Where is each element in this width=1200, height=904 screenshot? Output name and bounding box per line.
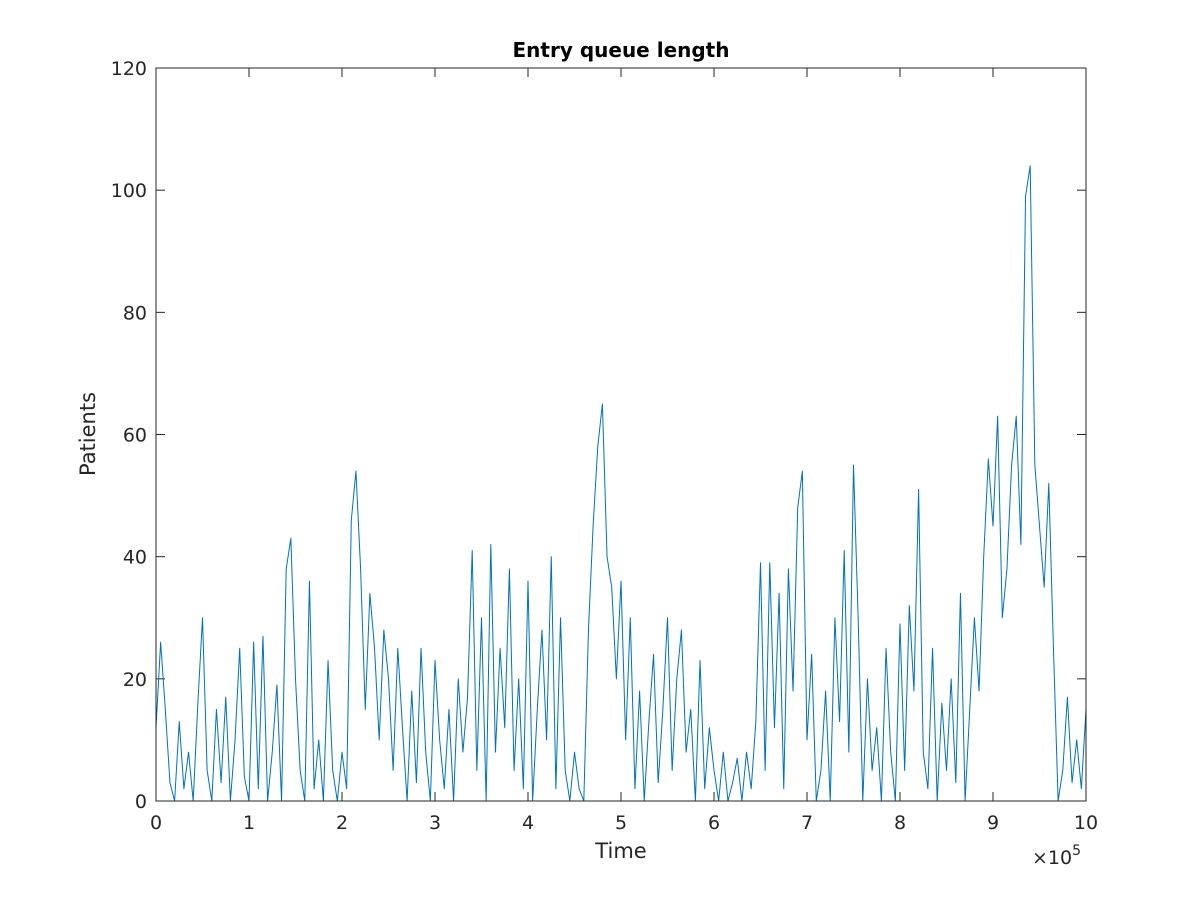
y-tick-label: 60	[123, 425, 147, 447]
x-multiplier-base: ×10	[1032, 847, 1072, 869]
x-tick-label: 5	[615, 812, 627, 834]
x-tick-label: 9	[987, 812, 999, 834]
x-tick-label: 2	[336, 812, 348, 834]
y-tick-label: 100	[111, 180, 147, 202]
y-tick-label: 40	[123, 547, 147, 569]
axes-box	[155, 67, 1087, 802]
y-axis-label: Patients	[76, 392, 100, 476]
x-tick-label: 3	[429, 812, 441, 834]
y-tick-label: 120	[111, 58, 147, 80]
x-multiplier-exponent: 5	[1072, 843, 1081, 859]
x-multiplier: ×105	[1032, 843, 1081, 869]
x-tick-label: 6	[708, 812, 720, 834]
y-tick-label: 80	[123, 302, 147, 324]
chart-title: Entry queue length	[513, 38, 730, 62]
x-axis-label: Time	[594, 839, 646, 863]
x-tick-label: 4	[522, 812, 534, 834]
x-tick-label: 1	[243, 812, 255, 834]
x-tick-label: 7	[801, 812, 813, 834]
y-tick-label: 0	[135, 791, 147, 813]
y-tick-label: 20	[123, 669, 147, 691]
x-tick-label: 8	[894, 812, 906, 834]
data-line	[155, 165, 1087, 802]
x-tick-label: 10	[1074, 812, 1098, 834]
x-tick-label: 0	[150, 812, 162, 834]
